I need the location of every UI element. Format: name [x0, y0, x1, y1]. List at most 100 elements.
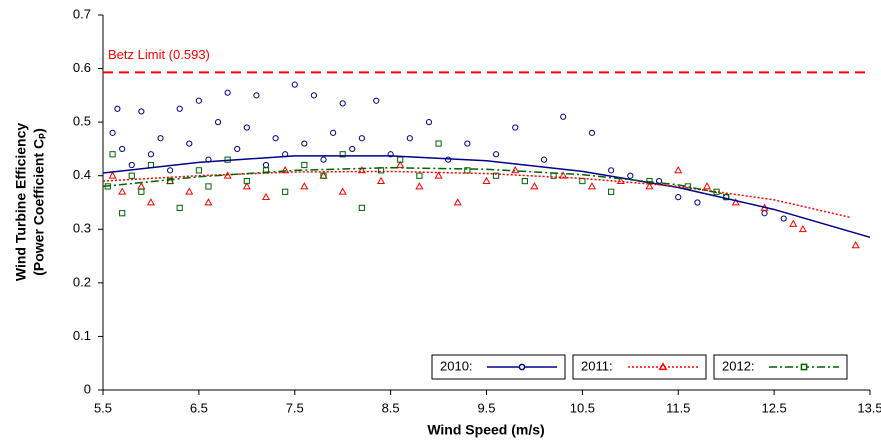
marker [300, 182, 309, 190]
x-tick-label: 8.5 [382, 400, 400, 415]
y-tick-label: 0.6 [73, 60, 91, 75]
marker [167, 177, 174, 185]
y-axis-label: (Power Coefficient Cₚ) [31, 128, 47, 276]
marker [560, 113, 567, 120]
marker [358, 204, 365, 211]
series-points [104, 140, 730, 217]
legend-box [572, 354, 707, 380]
marker [789, 219, 798, 227]
marker [262, 161, 270, 169]
marker [800, 363, 808, 371]
marker [658, 362, 668, 371]
y-axis-label: Wind Turbine Efficiency [13, 123, 29, 282]
marker [453, 198, 462, 206]
marker [608, 188, 615, 195]
x-tick-label: 7.5 [286, 400, 304, 415]
marker [464, 140, 471, 147]
marker [214, 119, 222, 126]
x-tick-label: 5.5 [94, 400, 112, 415]
trend-line [102, 170, 851, 219]
y-tick-label: 0 [84, 381, 91, 396]
x-tick-label: 9.5 [477, 400, 495, 415]
marker [425, 119, 433, 126]
marker [579, 177, 586, 185]
x-tick-label: 10.5 [570, 400, 595, 415]
marker [387, 151, 394, 158]
marker [674, 166, 683, 174]
x-axis-label: Wind Speed (m/s) [427, 422, 544, 438]
marker [128, 161, 135, 169]
marker [310, 92, 318, 99]
marker [530, 182, 539, 190]
marker [406, 135, 413, 142]
marker [587, 182, 597, 190]
trend-line [102, 166, 727, 196]
y-tick-label: 0.3 [73, 221, 91, 236]
marker [518, 363, 526, 371]
marker [138, 188, 145, 195]
x-tick-label: 6.5 [190, 400, 208, 415]
marker [702, 182, 712, 190]
marker [330, 129, 337, 136]
x-tick-label: 12.5 [761, 400, 786, 415]
marker [482, 176, 491, 184]
marker [588, 129, 596, 136]
marker [272, 135, 279, 142]
marker [358, 135, 365, 142]
marker [176, 204, 183, 211]
marker [119, 145, 126, 153]
reference-label: Betz Limit (0.593) [108, 47, 210, 62]
marker [320, 156, 327, 163]
marker [137, 182, 146, 190]
marker [320, 172, 327, 179]
marker [109, 151, 116, 158]
marker [167, 167, 174, 174]
y-tick-label: 0.7 [73, 6, 91, 21]
marker [185, 187, 194, 195]
marker [204, 198, 213, 206]
y-axis-label-group: Wind Turbine Efficiency (Power Coefficie… [13, 123, 47, 282]
marker [301, 161, 308, 169]
marker [357, 166, 366, 174]
marker [675, 194, 682, 201]
marker [261, 192, 271, 201]
marker [118, 187, 127, 195]
marker [627, 172, 634, 179]
marker [282, 188, 289, 195]
x-tick-label: 11.5 [666, 400, 690, 415]
marker [281, 166, 290, 174]
marker [195, 97, 202, 104]
marker [338, 187, 347, 195]
marker [608, 167, 615, 174]
marker [731, 198, 740, 206]
marker [339, 100, 346, 107]
marker [349, 145, 356, 153]
marker [234, 145, 241, 153]
y-tick-label: 0.2 [73, 274, 91, 289]
marker [521, 177, 528, 185]
marker [242, 182, 251, 190]
y-tick-label: 0.4 [73, 167, 91, 182]
marker [512, 124, 519, 131]
legend-label: 2012: [722, 358, 755, 373]
marker [435, 140, 442, 147]
marker [851, 241, 860, 249]
y-tick-label: 0.5 [73, 114, 91, 129]
series-points [109, 81, 787, 222]
marker [511, 166, 520, 174]
marker [157, 135, 164, 142]
marker [373, 97, 380, 104]
marker [146, 198, 155, 206]
marker [147, 151, 155, 158]
marker [109, 129, 116, 136]
marker [694, 199, 701, 206]
marker [798, 224, 807, 233]
marker [176, 105, 183, 112]
marker [205, 183, 212, 190]
marker [339, 151, 346, 158]
marker [416, 172, 423, 179]
marker [761, 210, 768, 217]
marker [415, 182, 424, 190]
marker [492, 172, 500, 179]
